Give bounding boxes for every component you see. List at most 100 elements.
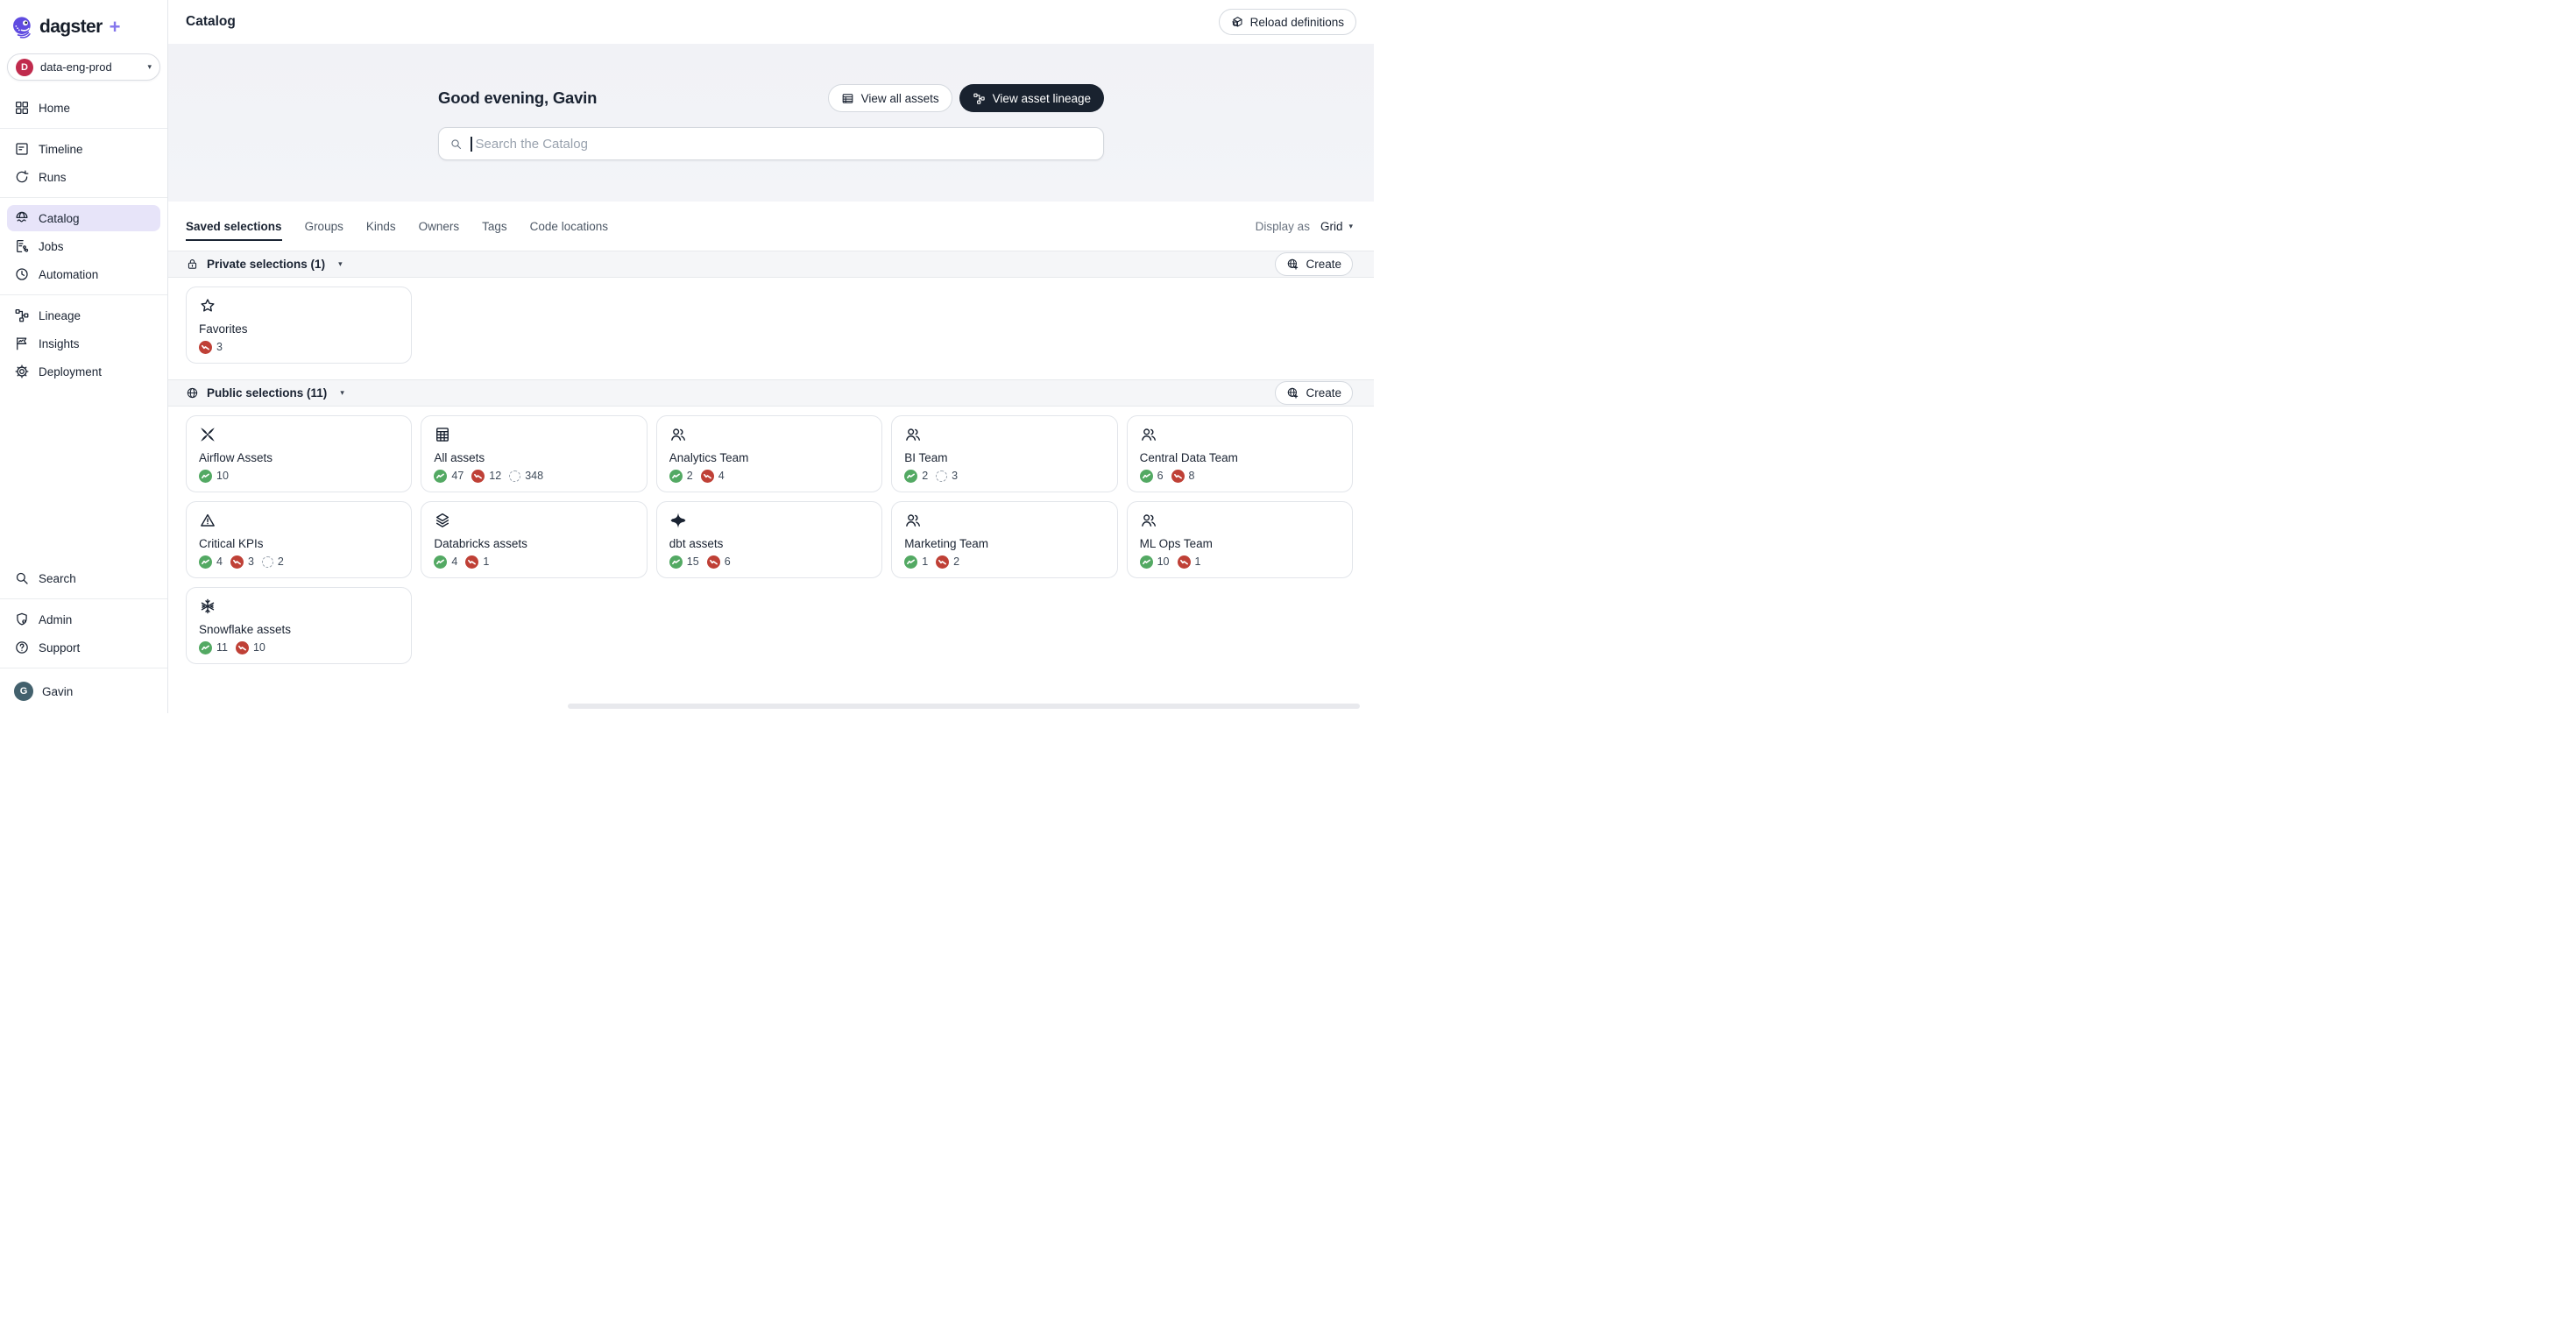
team-icon (904, 426, 1104, 443)
materialized-count: 4 (216, 555, 223, 568)
failed-materialization-icon (1171, 469, 1185, 483)
sidebar-item-deployment[interactable]: Deployment (7, 358, 160, 385)
view-all-assets-button[interactable]: View all assets (827, 84, 952, 112)
selection-name: dbt assets (669, 537, 724, 550)
asset-status-count: 6 (1139, 469, 1164, 483)
text-cursor (471, 136, 472, 152)
asset-status-count: 1 (904, 555, 928, 569)
globe-plus-icon (1286, 258, 1299, 271)
horizontal-scrollbar[interactable] (568, 704, 1360, 709)
section-title: Public selections (11) (207, 386, 328, 400)
sidebar-item-search[interactable]: Search (7, 565, 160, 591)
tab-code-locations[interactable]: Code locations (529, 219, 608, 233)
materialized-success-icon (199, 469, 212, 483)
sidebar-item-label: Support (39, 640, 81, 654)
sidebar-item-label: Automation (39, 267, 99, 281)
sidebar-item-automation[interactable]: Automation (7, 261, 160, 287)
dbt-icon (669, 512, 869, 529)
display-as-control: Display as Grid ▾ (1256, 220, 1353, 233)
selection-counts: 10 (199, 469, 399, 483)
support-icon (14, 640, 30, 655)
failed-count: 8 (1188, 470, 1195, 482)
materialized-success-icon (669, 555, 683, 569)
asset-status-count: 15 (669, 555, 699, 569)
greeting-text: Good evening, Gavin (438, 88, 598, 107)
failed-materialization-icon (1177, 555, 1191, 569)
selection-card-analytics-team[interactable]: Analytics Team 2 4 (655, 415, 883, 492)
team-icon (904, 512, 1104, 529)
deployment-icon (14, 364, 30, 379)
display-as-label: Display as (1255, 219, 1310, 233)
asset-status-count: 4 (199, 555, 223, 569)
selection-card-snowflake-assets[interactable]: Snowflake assets 11 10 (186, 587, 413, 664)
selection-card-airflow-assets[interactable]: Airflow Assets 10 (186, 415, 413, 492)
chevron-down-icon[interactable]: ▾ (340, 388, 344, 397)
dagster-logo[interactable]: dagster + (0, 0, 167, 52)
deployment-selector[interactable]: D data-eng-prod ▾ (7, 53, 160, 81)
asset-status-count: 4 (434, 555, 457, 569)
sidebar-item-timeline[interactable]: Timeline (7, 136, 160, 162)
catalog-search[interactable] (438, 127, 1104, 160)
selection-card-bi-team[interactable]: BI Team 2 3 (891, 415, 1118, 492)
selection-card-ml-ops-team[interactable]: ML Ops Team 10 1 (1126, 501, 1353, 578)
topbar: Catalog Reload definitions (168, 0, 1374, 44)
section-title: Private selections (1) (207, 258, 326, 271)
sidebar-item-home[interactable]: Home (7, 95, 160, 121)
selection-card-critical-kpis[interactable]: Critical KPIs 4 3 2 (186, 501, 413, 578)
section-header-private-selections-1: Private selections (1) ▾ Create (168, 251, 1374, 278)
selection-name: All assets (434, 451, 485, 464)
asset-status-count: 10 (1139, 555, 1170, 569)
display-as-dropdown[interactable]: Grid ▾ (1320, 220, 1353, 233)
warning-icon (199, 512, 399, 529)
sidebar-item-support[interactable]: Support (7, 634, 160, 661)
star-icon (199, 297, 399, 315)
selection-card-favorites[interactable]: Favorites 3 (186, 286, 413, 364)
sidebar-item-lineage[interactable]: Lineage (7, 302, 160, 329)
chevron-down-icon: ▾ (147, 62, 152, 71)
sidebar-item-label: Deployment (39, 364, 103, 378)
sidebar-item-jobs[interactable]: Jobs (7, 233, 160, 259)
team-icon (669, 426, 869, 443)
catalog-search-input[interactable] (475, 136, 1093, 152)
selection-card-databricks-assets[interactable]: Databricks assets 4 1 (421, 501, 648, 578)
view-asset-lineage-button[interactable]: View asset lineage (959, 84, 1104, 112)
asset-status-count: 1 (465, 555, 489, 569)
tab-saved-selections[interactable]: Saved selections (186, 212, 282, 241)
failed-materialization-icon (471, 469, 485, 483)
tab-kinds[interactable]: Kinds (365, 219, 396, 233)
materialized-success-icon (434, 469, 448, 483)
asset-status-count: 2 (261, 555, 284, 568)
chevron-down-icon[interactable]: ▾ (338, 259, 343, 268)
selection-name: Snowflake assets (199, 623, 292, 636)
table-icon (434, 426, 633, 443)
selection-card-all-assets[interactable]: All assets 47 12 348 (421, 415, 648, 492)
user-avatar: G (14, 682, 33, 701)
tab-owners[interactable]: Owners (418, 219, 460, 233)
create-selection-button[interactable]: Create (1275, 252, 1353, 276)
selection-card-marketing-team[interactable]: Marketing Team 1 2 (891, 501, 1118, 578)
sidebar-item-admin[interactable]: Admin (7, 606, 160, 633)
sidebar-item-catalog[interactable]: Catalog (7, 205, 160, 231)
tab-tags[interactable]: Tags (482, 219, 507, 233)
user-menu[interactable]: G Gavin (0, 675, 167, 713)
sidebar-item-runs[interactable]: Runs (7, 164, 160, 190)
airflow-icon (199, 426, 399, 443)
sidebar-footer-nav: Search Admin Support (0, 564, 167, 661)
selection-counts: 1 2 (904, 555, 1104, 569)
failed-count: 6 (724, 555, 731, 568)
brand-plus-badge: + (109, 15, 121, 38)
asset-status-count: 47 (434, 469, 464, 483)
create-selection-button[interactable]: Create (1275, 381, 1353, 405)
reload-definitions-button[interactable]: Reload definitions (1218, 9, 1356, 35)
tab-groups[interactable]: Groups (304, 219, 343, 233)
selection-card-central-data-team[interactable]: Central Data Team 6 8 (1126, 415, 1353, 492)
dagster-octopus-icon (10, 15, 33, 39)
sidebar-item-insights[interactable]: Insights (7, 330, 160, 357)
sidebar-divider (0, 294, 167, 295)
display-as-value: Grid (1320, 219, 1343, 233)
failed-materialization-icon (230, 555, 244, 569)
selection-card-dbt-assets[interactable]: dbt assets 15 6 (655, 501, 883, 578)
sidebar-item-label: Catalog (39, 211, 80, 225)
timeline-icon (14, 141, 30, 157)
selection-name: Critical KPIs (199, 537, 264, 550)
